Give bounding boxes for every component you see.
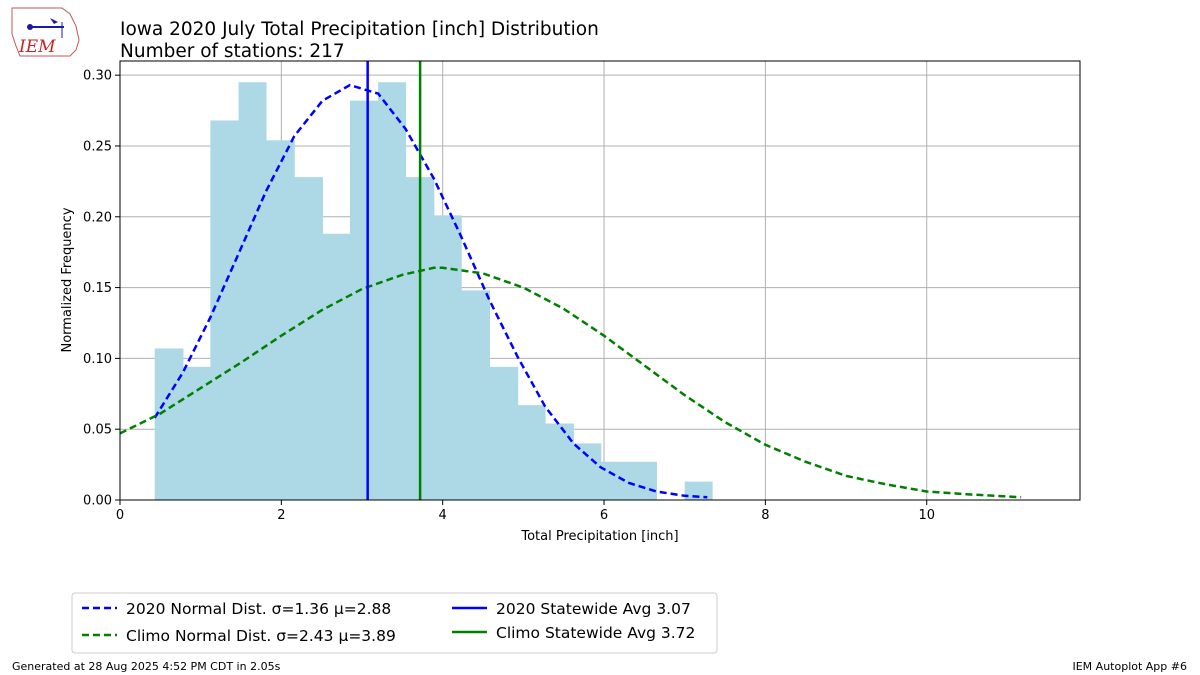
y-tick-label: 0.20 [83,210,112,225]
legend-label-climo-normal: Climo Normal Dist. σ=2.43 μ=3.89 [126,627,396,645]
iowa-outline-icon [11,7,80,57]
histogram-bar [266,140,295,500]
histogram-bar [182,366,211,500]
logo-flag-icon [50,18,58,24]
average-lines [366,61,422,500]
footer-generated: Generated at 28 Aug 2025 4:52 PM CDT in … [12,660,281,673]
legend-box [71,592,718,654]
chart-title: Iowa 2020 July Total Precipitation [inch… [120,19,599,40]
series-line [153,83,708,499]
y-tick-label: 0.00 [83,494,112,509]
plot-frame [119,60,1081,501]
legend-label-2020-normal: 2020 Normal Dist. σ=1.36 μ=2.88 [126,600,391,618]
chart-subtitle: Number of stations: 217 [120,41,345,62]
logo-dot-icon [27,24,33,30]
y-axis-ticks: 0.00 0.05 0.10 0.15 0.20 0.25 0.30 [83,69,120,509]
histogram-bar [238,82,267,500]
x-tick-label: 2 [277,508,285,523]
legend-label-climo-avg: Climo Statewide Avg 3.72 [496,624,695,642]
iem-logo: IEM [11,7,80,57]
histogram-bar [573,443,602,500]
histogram-bar [433,215,462,500]
x-tick-label: 4 [439,508,447,523]
histogram-bar [322,233,351,500]
y-tick-label: 0.10 [83,352,112,367]
histogram-bar [294,177,323,501]
histogram-bar [489,366,519,500]
x-tick-label: 6 [600,508,608,523]
legend-label-2020-avg: 2020 Statewide Avg 3.07 [496,600,691,618]
histogram-bar [545,423,574,500]
footer-app: IEM Autoplot App #6 [1072,660,1187,673]
histogram-bar [629,461,657,500]
histogram-bars [154,82,713,501]
y-tick-label: 0.05 [83,423,112,438]
histogram-bar [349,100,379,500]
y-tick-label: 0.15 [83,281,112,296]
histogram-bar [210,120,240,500]
legend: 2020 Normal Dist. σ=1.36 μ=2.88 Climo No… [71,592,718,654]
histogram-bar [684,481,713,500]
x-axis-label: Total Precipitation [inch] [520,529,678,544]
histogram-bar [378,82,407,500]
x-tick-label: 10 [918,508,935,523]
series-line [119,266,1022,499]
y-tick-label: 0.30 [83,69,112,84]
x-tick-label: 8 [761,508,769,523]
y-tick-label: 0.25 [83,139,112,154]
histogram-bar [600,461,630,500]
x-axis-ticks: 0 2 4 6 8 10 [116,500,935,523]
histogram-bar [517,405,546,500]
y-axis-label: Normalized Frequency [60,207,75,352]
histogram-bar [461,290,490,500]
x-tick-label: 0 [116,508,124,523]
histogram-bar [154,348,184,500]
distribution-curves [119,83,1022,499]
logo-text: IEM [18,37,56,57]
